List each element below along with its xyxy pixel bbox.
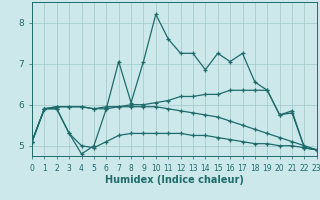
X-axis label: Humidex (Indice chaleur): Humidex (Indice chaleur) — [105, 175, 244, 185]
